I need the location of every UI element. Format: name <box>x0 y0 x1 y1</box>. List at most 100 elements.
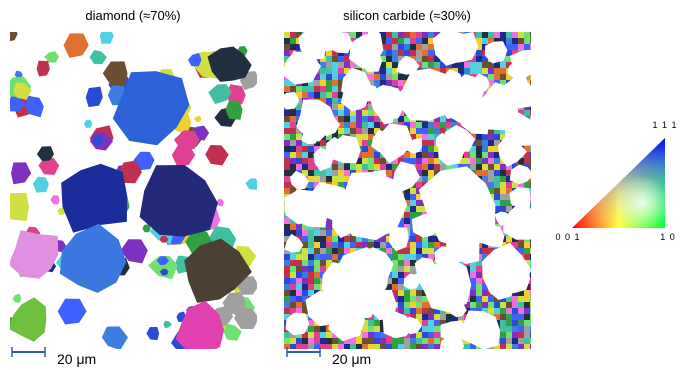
boundary-pixel <box>368 320 374 326</box>
ebsd-map-diamond <box>2 26 260 355</box>
boundary-pixel <box>386 38 392 44</box>
boundary-pixel <box>464 62 470 68</box>
boundary-pixel <box>368 344 374 350</box>
boundary-pixel <box>428 326 434 332</box>
boundary-pixel <box>428 140 434 146</box>
boundary-pixel <box>470 272 476 278</box>
boundary-pixel <box>404 50 410 56</box>
boundary-pixel <box>332 74 338 80</box>
boundary-pixel <box>500 332 506 338</box>
boundary-pixel <box>392 254 398 260</box>
boundary-pixel <box>392 278 398 284</box>
boundary-pixel <box>284 80 290 86</box>
boundary-pixel <box>374 152 380 158</box>
boundary-pixel <box>530 290 536 296</box>
boundary-pixel <box>530 164 536 170</box>
boundary-pixel <box>302 284 308 290</box>
boundary-pixel <box>320 86 326 92</box>
boundary-pixel <box>284 38 290 44</box>
boundary-pixel <box>296 254 302 260</box>
boundary-pixel <box>476 278 482 284</box>
boundary-pixel <box>404 212 410 218</box>
boundary-pixel <box>494 176 500 182</box>
boundary-pixel <box>470 152 476 158</box>
boundary-pixel <box>404 266 410 272</box>
boundary-pixel <box>530 332 536 338</box>
boundary-pixel <box>422 242 428 248</box>
boundary-pixel <box>386 32 392 38</box>
boundary-pixel <box>476 158 482 164</box>
boundary-pixel <box>284 44 290 50</box>
boundary-pixel <box>386 170 392 176</box>
boundary-pixel <box>350 122 356 128</box>
boundary-pixel <box>290 116 296 122</box>
boundary-pixel <box>434 326 440 332</box>
boundary-pixel <box>296 290 302 296</box>
boundary-pixel <box>530 338 536 344</box>
boundary-pixel <box>530 158 536 164</box>
boundary-pixel <box>518 308 524 314</box>
boundary-pixel <box>392 74 398 80</box>
boundary-pixel <box>506 326 512 332</box>
boundary-pixel <box>422 158 428 164</box>
boundary-pixel <box>422 32 428 38</box>
boundary-pixel <box>308 338 314 344</box>
boundary-pixel <box>332 248 338 254</box>
boundary-pixel <box>476 272 482 278</box>
boundary-pixel <box>284 158 290 164</box>
boundary-pixel <box>410 188 416 194</box>
boundary-pixel <box>350 338 356 344</box>
boundary-pixel <box>500 32 506 38</box>
boundary-pixel <box>284 296 290 302</box>
boundary-pixel <box>344 56 350 62</box>
boundary-pixel <box>296 266 302 272</box>
boundary-pixel <box>284 278 290 284</box>
boundary-pixel <box>362 344 368 350</box>
boundary-pixel <box>404 248 410 254</box>
boundary-pixel <box>290 158 296 164</box>
boundary-pixel <box>380 344 386 350</box>
boundary-pixel <box>332 338 338 344</box>
boundary-pixel <box>398 296 404 302</box>
boundary-pixel <box>470 68 476 74</box>
boundary-pixel <box>416 122 422 128</box>
boundary-pixel <box>440 164 446 170</box>
boundary-pixel <box>284 188 290 194</box>
boundary-pixel <box>326 98 332 104</box>
boundary-pixel <box>512 314 518 320</box>
boundary-pixel <box>308 146 314 152</box>
boundary-pixel <box>476 140 482 146</box>
boundary-pixel <box>512 38 518 44</box>
boundary-pixel <box>320 344 326 350</box>
boundary-pixel <box>494 32 500 38</box>
boundary-pixel <box>404 32 410 38</box>
boundary-pixel <box>482 170 488 176</box>
boundary-pixel <box>290 278 296 284</box>
boundary-pixel <box>290 122 296 128</box>
boundary-pixel <box>488 32 494 38</box>
ebsd-map-sic <box>280 19 544 357</box>
boundary-pixel <box>290 224 296 230</box>
boundary-pixel <box>386 248 392 254</box>
boundary-pixel <box>404 44 410 50</box>
boundary-pixel <box>386 74 392 80</box>
boundary-pixel <box>344 62 350 68</box>
scale-label: 20 μm <box>57 351 96 367</box>
boundary-pixel <box>518 302 524 308</box>
boundary-pixel <box>530 38 536 44</box>
boundary-pixel <box>362 242 368 248</box>
boundary-pixel <box>416 242 422 248</box>
boundary-pixel <box>368 242 374 248</box>
boundary-pixel <box>434 242 440 248</box>
boundary-pixel <box>332 80 338 86</box>
boundary-pixel <box>422 122 428 128</box>
boundary-pixel <box>494 188 500 194</box>
boundary-pixel <box>488 68 494 74</box>
boundary-pixel <box>332 242 338 248</box>
boundary-pixel <box>320 254 326 260</box>
boundary-pixel <box>500 170 506 176</box>
boundary-pixel <box>296 272 302 278</box>
boundary-pixel <box>428 62 434 68</box>
boundary-pixel <box>482 152 488 158</box>
boundary-pixel <box>308 86 314 92</box>
